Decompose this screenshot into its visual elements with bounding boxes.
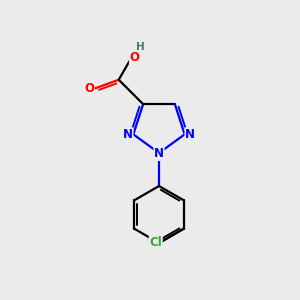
Text: N: N bbox=[185, 128, 195, 141]
Text: O: O bbox=[130, 51, 140, 64]
Text: N: N bbox=[123, 128, 133, 141]
Text: Cl: Cl bbox=[149, 236, 162, 249]
Text: N: N bbox=[154, 147, 164, 161]
Text: O: O bbox=[84, 82, 94, 95]
Text: H: H bbox=[136, 42, 144, 52]
